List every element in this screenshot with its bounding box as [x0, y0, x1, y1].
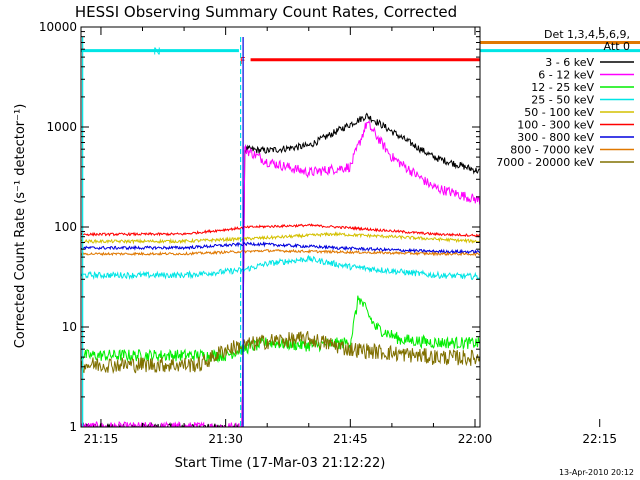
x-tick-label: 22:00: [458, 432, 493, 446]
series-line: [81, 120, 480, 427]
x-axis-label: Start Time (17-Mar-03 21:12:22): [175, 456, 386, 471]
footer-date: 13-Apr-2010 20:12: [559, 468, 634, 477]
legend-label: 50 - 100 keV: [524, 106, 594, 119]
flag-label: N: [153, 47, 160, 58]
legend-label: 100 - 300 keV: [517, 119, 594, 132]
y-tick-label: 100: [54, 220, 77, 234]
x-tick-label: 21:30: [208, 432, 243, 446]
series-line: [81, 331, 480, 375]
x-tick-label: 22:15: [582, 432, 617, 446]
legend-label: 6 - 12 keV: [538, 69, 594, 82]
series-line: [81, 223, 480, 238]
legend-label: 12 - 25 keV: [531, 81, 594, 94]
y-tick-label: 10: [62, 320, 77, 334]
series-line: [81, 241, 480, 255]
series-line: [81, 295, 480, 364]
series-line: [81, 112, 480, 427]
series-line: [81, 231, 480, 245]
legend-label: 7000 - 20000 keV: [496, 156, 594, 169]
series-line: [81, 248, 480, 257]
legend-label: 25 - 50 keV: [531, 94, 594, 107]
y-tick-label: 10000: [39, 20, 77, 34]
y-tick-label: 1: [69, 420, 77, 434]
legend-label: 300 - 800 keV: [517, 131, 594, 144]
y-axis-label: Corrected Count Rate (s⁻¹ detector⁻¹): [13, 104, 28, 349]
chart-title: HESSI Observing Summary Count Rates, Cor…: [75, 3, 457, 21]
x-tick-label: 21:15: [84, 432, 119, 446]
legend-label: 800 - 7000 keV: [510, 144, 594, 157]
legend-header: Att 0: [604, 40, 630, 53]
y-tick-label: 1000: [46, 120, 77, 134]
plot-area: [81, 112, 480, 427]
x-tick-label: 21:45: [333, 432, 368, 446]
legend-label: 3 - 6 keV: [545, 56, 594, 69]
series-line: [81, 254, 480, 281]
legend-header: Det 1,3,4,5,6,9,: [544, 28, 630, 41]
